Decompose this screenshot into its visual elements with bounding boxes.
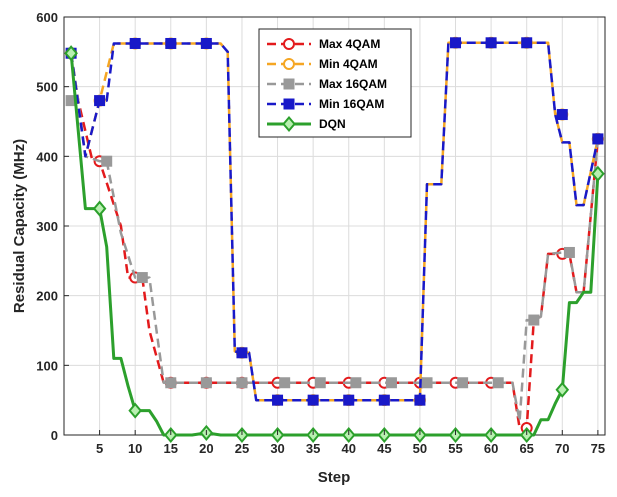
data-point bbox=[236, 347, 248, 359]
data-point bbox=[129, 37, 141, 49]
data-point bbox=[457, 377, 469, 389]
series-max-16qam bbox=[65, 53, 604, 423]
y-tick-label: 600 bbox=[36, 10, 58, 25]
legend-label: DQN bbox=[319, 117, 346, 131]
series-layer bbox=[64, 36, 605, 444]
x-tick-label: 75 bbox=[591, 441, 605, 456]
data-point bbox=[421, 377, 433, 389]
x-tick-label: 25 bbox=[235, 441, 249, 456]
data-point bbox=[136, 272, 148, 284]
legend-marker bbox=[282, 115, 296, 133]
data-point bbox=[165, 37, 177, 49]
x-tick-label: 60 bbox=[484, 441, 498, 456]
data-point bbox=[200, 37, 212, 49]
grid bbox=[64, 17, 605, 435]
data-point bbox=[128, 402, 142, 419]
data-point bbox=[450, 37, 462, 49]
y-tick-label: 500 bbox=[36, 80, 58, 95]
data-point bbox=[307, 394, 319, 406]
legend-marker bbox=[283, 78, 295, 90]
legend-item: DQN bbox=[267, 115, 346, 133]
y-axis-label: Residual Capacity (MHz) bbox=[11, 139, 28, 313]
data-point bbox=[592, 133, 604, 145]
data-point bbox=[385, 377, 397, 389]
y-tick-label: 200 bbox=[36, 289, 58, 304]
data-point bbox=[556, 109, 568, 121]
legend-item: Max 16QAM bbox=[267, 77, 387, 91]
legend-item: Max 4QAM bbox=[267, 37, 380, 51]
x-tick-label: 70 bbox=[555, 441, 569, 456]
data-point bbox=[521, 37, 533, 49]
x-tick-label: 5 bbox=[96, 441, 103, 456]
y-tick-label: 300 bbox=[36, 219, 58, 234]
x-tick-label: 30 bbox=[270, 441, 284, 456]
data-point bbox=[279, 377, 291, 389]
data-point bbox=[314, 377, 326, 389]
data-point bbox=[272, 394, 284, 406]
data-point bbox=[485, 37, 497, 49]
data-point bbox=[528, 314, 540, 326]
x-tick-label: 45 bbox=[377, 441, 391, 456]
x-tick-label: 40 bbox=[342, 441, 356, 456]
legend-label: Min 4QAM bbox=[319, 57, 378, 71]
data-point bbox=[555, 381, 570, 398]
series-line bbox=[69, 41, 600, 402]
x-tick-label: 55 bbox=[448, 441, 462, 456]
y-tick-label: 100 bbox=[36, 358, 58, 373]
data-point bbox=[94, 95, 106, 107]
data-point bbox=[591, 165, 605, 182]
legend-marker bbox=[283, 58, 295, 70]
legend-label: Min 16QAM bbox=[319, 97, 384, 111]
data-point bbox=[200, 377, 212, 389]
data-point bbox=[165, 377, 177, 389]
data-point bbox=[92, 200, 107, 217]
x-tick-label: 20 bbox=[199, 441, 213, 456]
data-point bbox=[343, 394, 355, 406]
x-axis-label: Step bbox=[318, 469, 351, 486]
x-tick-label: 15 bbox=[164, 441, 178, 456]
data-point bbox=[414, 394, 426, 406]
data-point bbox=[350, 377, 362, 389]
y-tick-label: 400 bbox=[36, 149, 58, 164]
data-point bbox=[378, 394, 390, 406]
x-tick-label: 10 bbox=[128, 441, 142, 456]
data-point bbox=[101, 155, 113, 167]
legend-marker bbox=[283, 98, 295, 110]
y-tick-label: 0 bbox=[51, 428, 58, 443]
data-point bbox=[492, 377, 504, 389]
legend-item: Min 4QAM bbox=[267, 57, 378, 71]
data-point bbox=[563, 246, 575, 258]
data-point bbox=[236, 377, 248, 389]
series-min-16qam bbox=[65, 37, 604, 406]
legend-item: Min 16QAM bbox=[267, 97, 384, 111]
x-tick-label: 35 bbox=[306, 441, 320, 456]
legend-marker bbox=[283, 38, 295, 50]
x-tick-label: 65 bbox=[519, 441, 533, 456]
x-tick-label: 50 bbox=[413, 441, 427, 456]
data-point bbox=[64, 45, 78, 62]
legend-label: Max 4QAM bbox=[319, 37, 380, 51]
legend: Max 4QAM Min 4QAM Max 16QAM Min 16QAM DQN bbox=[258, 28, 412, 138]
tick-layer: 0 100 200 300 400 500 600 5 10 15 20 25 30 35 40 45 50 55… bbox=[36, 10, 605, 456]
legend-label: Max 16QAM bbox=[319, 77, 387, 91]
